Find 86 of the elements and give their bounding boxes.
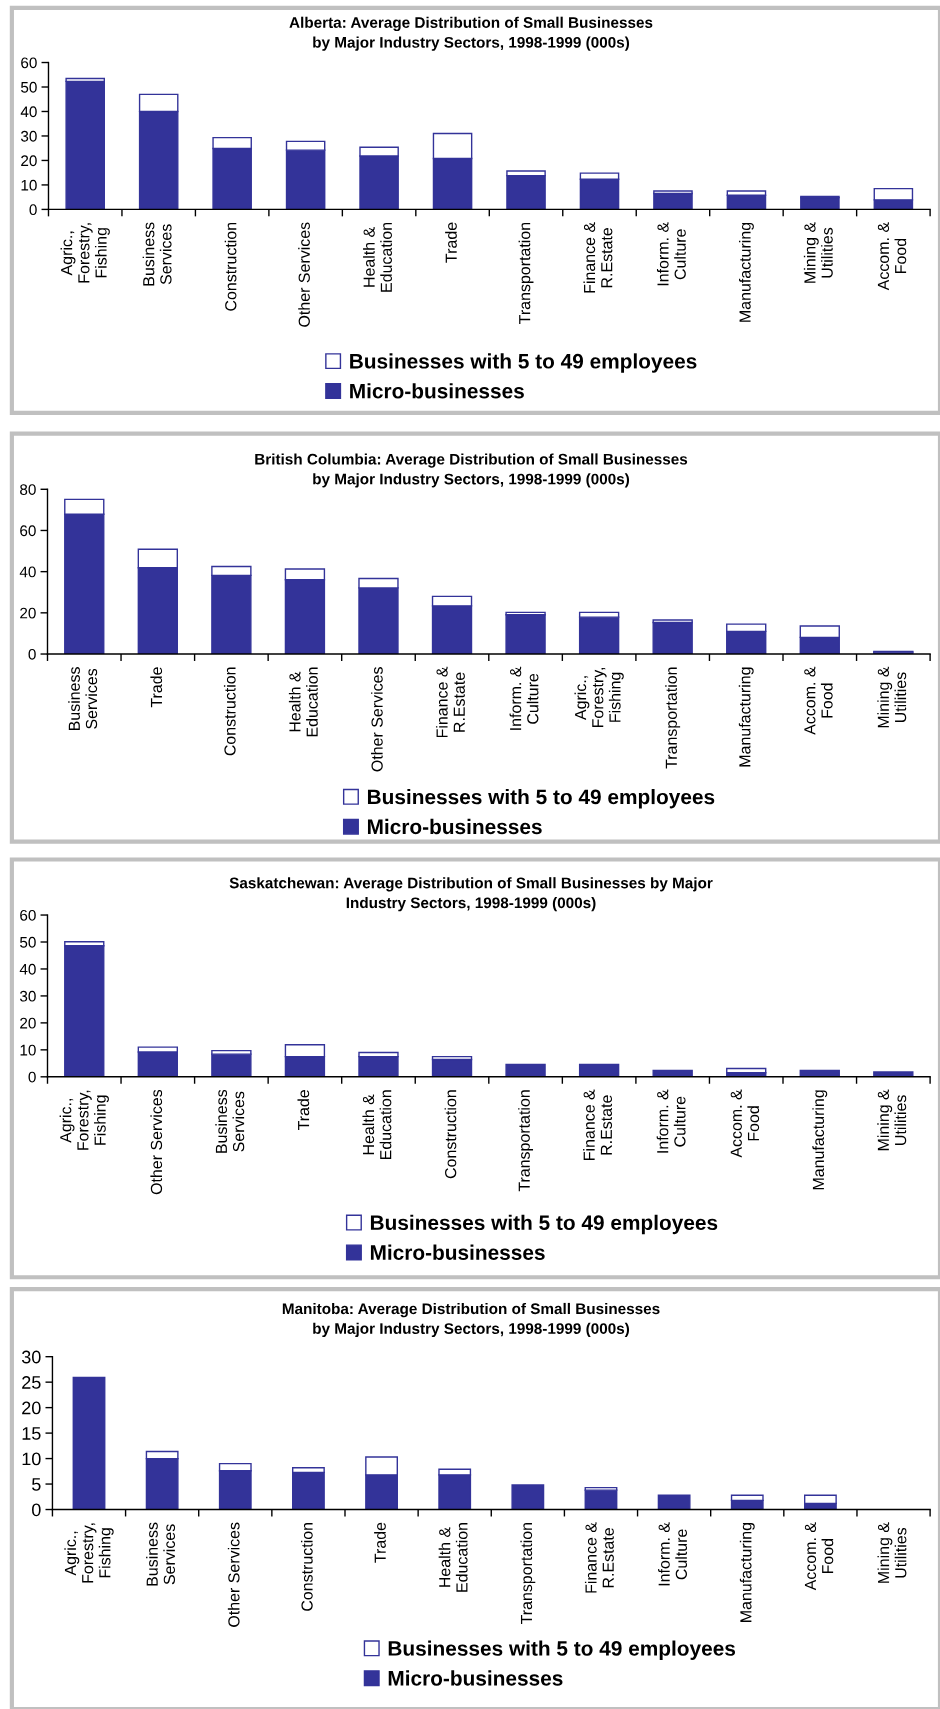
x-tick-label: Other Services bbox=[150, 1089, 163, 1195]
x-tick-label: Transportation bbox=[518, 1090, 534, 1192]
y-tick-label: 10 bbox=[20, 1044, 36, 1056]
y-tick-label: 0 bbox=[32, 1503, 41, 1517]
x-tick-label: Manufacturing bbox=[812, 1090, 828, 1190]
y-tick-label: 10 bbox=[21, 179, 37, 191]
x-tick-label: Business Services bbox=[142, 222, 172, 286]
x-tick-label: Inform. & Culture bbox=[656, 222, 686, 286]
legend-label: Micro-businesses bbox=[350, 383, 524, 399]
x-tick-label: Other Services bbox=[371, 667, 383, 772]
y-tick-label: 0 bbox=[29, 204, 37, 216]
y-tick-label: 15 bbox=[22, 1427, 41, 1440]
y-tick-label: 50 bbox=[20, 81, 37, 93]
legend-label: Micro-businesses bbox=[367, 818, 542, 835]
y-tick-label: 20 bbox=[20, 607, 36, 619]
x-tick-label: Health & Education bbox=[288, 667, 318, 737]
x-tick-label: Business Services bbox=[215, 1089, 245, 1153]
x-tick-label: Trade bbox=[445, 222, 457, 263]
x-tick-label: Transportation bbox=[518, 222, 534, 324]
y-tick-label: 60 bbox=[20, 525, 36, 537]
y-tick-label: 25 bbox=[22, 1376, 41, 1389]
x-tick-label: Accom. & Food bbox=[730, 1089, 760, 1158]
x-tick-label: Manufacturing bbox=[739, 1523, 755, 1622]
x-tick-label: Trade bbox=[297, 1090, 310, 1131]
x-tick-label: Inform. & Culture bbox=[656, 1089, 686, 1153]
x-tick-label: Trade bbox=[150, 667, 163, 708]
y-tick-label: 40 bbox=[19, 566, 36, 578]
x-tick-label: Finance & R.Estate bbox=[435, 666, 465, 738]
x-tick-label: Finance & R.Estate bbox=[583, 222, 613, 293]
legend-label: Businesses with 5 to 49 employees bbox=[370, 1214, 718, 1235]
y-tick-label: 20 bbox=[21, 155, 37, 167]
y-tick-label: 50 bbox=[20, 936, 36, 948]
chart-title: Manitoba: Average Distribution of Small Businesses by Major Industry Sectors, 1998-1999 (000s) bbox=[282, 1302, 660, 1337]
x-tick-label: Construction bbox=[444, 1090, 457, 1179]
y-tick-label: 40 bbox=[19, 963, 36, 975]
y-tick-label: 30 bbox=[20, 130, 37, 142]
x-tick-label: Health & Education bbox=[362, 1090, 392, 1160]
x-tick-label: Transportation bbox=[520, 1523, 536, 1625]
y-tick-label: 20 bbox=[20, 1017, 36, 1029]
x-tick-label: Other Services bbox=[298, 222, 310, 327]
x-tick-label: Health & Education bbox=[363, 222, 392, 292]
x-tick-label: Accom. & Food bbox=[877, 222, 907, 291]
y-tick-label: 0 bbox=[28, 1071, 36, 1083]
x-tick-label: Trade bbox=[374, 1522, 386, 1563]
legend-label: Businesses with 5 to 49 employees bbox=[388, 1640, 736, 1660]
y-tick-label: 60 bbox=[21, 57, 37, 69]
x-tick-label: Construction bbox=[223, 667, 236, 756]
x-tick-label: Manufacturing bbox=[738, 222, 754, 322]
x-tick-label: Manufacturing bbox=[738, 667, 754, 767]
legend-label: Micro-businesses bbox=[370, 1244, 545, 1260]
x-tick-label: Finance & R.Estate bbox=[583, 1089, 613, 1160]
x-tick-label: Agric., Forestry, Fishing bbox=[574, 667, 624, 728]
x-tick-label: Agric., Forestry, Fishing bbox=[59, 1090, 109, 1150]
x-tick-label: Mining & Utilities bbox=[877, 666, 907, 728]
x-tick-label: Finance & R.Estate bbox=[584, 1522, 614, 1593]
y-tick-label: 60 bbox=[20, 909, 36, 921]
x-tick-label: Construction bbox=[300, 1523, 313, 1611]
x-tick-label: Transportation bbox=[665, 667, 681, 769]
x-tick-label: Agric., Forestry, Fishing bbox=[64, 1523, 114, 1583]
x-tick-label: Mining & Utilities bbox=[803, 222, 833, 283]
y-tick-label: 20 bbox=[22, 1401, 41, 1415]
x-tick-label: Mining & Utilities bbox=[877, 1089, 907, 1151]
x-tick-label: Other Services bbox=[227, 1522, 240, 1627]
y-tick-label: 40 bbox=[20, 106, 37, 118]
chart-title: Alberta: Average Distribution of Small Businesses by Major Industry Sectors, 1998-1999 (000s) bbox=[289, 16, 653, 51]
y-tick-label: 80 bbox=[20, 484, 36, 495]
y-tick-label: 5 bbox=[32, 1478, 41, 1491]
x-tick-label: Accom. & Food bbox=[804, 1522, 834, 1591]
x-tick-label: Construction bbox=[224, 222, 237, 311]
x-tick-label: Agric., Forestry, Fishing bbox=[60, 223, 110, 283]
y-tick-label: 10 bbox=[22, 1452, 41, 1466]
legend-label: Micro-businesses bbox=[388, 1670, 563, 1686]
x-tick-label: Business Services bbox=[146, 1522, 176, 1586]
chart-title: Saskatchewan: Average Distribution of Small Businesses by Major Industry Sectors, 1998-1999 (000s) bbox=[229, 877, 713, 912]
x-tick-label: Inform. & Culture bbox=[658, 1522, 688, 1586]
x-tick-label: Business Services bbox=[68, 667, 98, 731]
y-tick-label: 0 bbox=[28, 648, 36, 660]
legend-label: Businesses with 5 to 49 employees bbox=[350, 353, 697, 373]
x-tick-label: Mining & Utilities bbox=[877, 1522, 907, 1583]
chart-title: British Columbia: Average Distribution of Small Businesses by Major Industry Sectors, 1998-1999 (000s) bbox=[255, 453, 688, 488]
y-tick-label: 30 bbox=[21, 1350, 41, 1364]
legend-label: Businesses with 5 to 49 employees bbox=[367, 789, 715, 809]
y-tick-label: 30 bbox=[19, 990, 36, 1002]
x-tick-label: Health & Education bbox=[438, 1523, 468, 1592]
x-tick-label: Accom. & Food bbox=[804, 666, 833, 735]
x-tick-label: Inform. & Culture bbox=[509, 666, 539, 730]
